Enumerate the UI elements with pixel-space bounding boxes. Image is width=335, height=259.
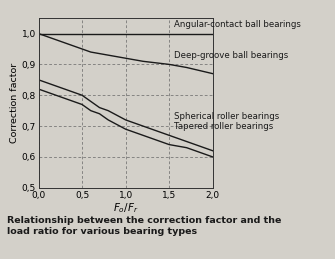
Text: Angular-contact ball bearings: Angular-contact ball bearings	[174, 20, 300, 29]
Text: Spherical roller bearings: Spherical roller bearings	[174, 112, 279, 120]
X-axis label: $\mathit{F_o/F_r}$: $\mathit{F_o/F_r}$	[113, 201, 138, 215]
Y-axis label: Correction factor: Correction factor	[10, 63, 19, 143]
Text: Tapered roller bearings: Tapered roller bearings	[174, 122, 273, 131]
Text: Relationship between the correction factor and the
load ratio for various bearin: Relationship between the correction fact…	[7, 216, 281, 236]
Text: Deep-groove ball bearings: Deep-groove ball bearings	[174, 51, 288, 60]
